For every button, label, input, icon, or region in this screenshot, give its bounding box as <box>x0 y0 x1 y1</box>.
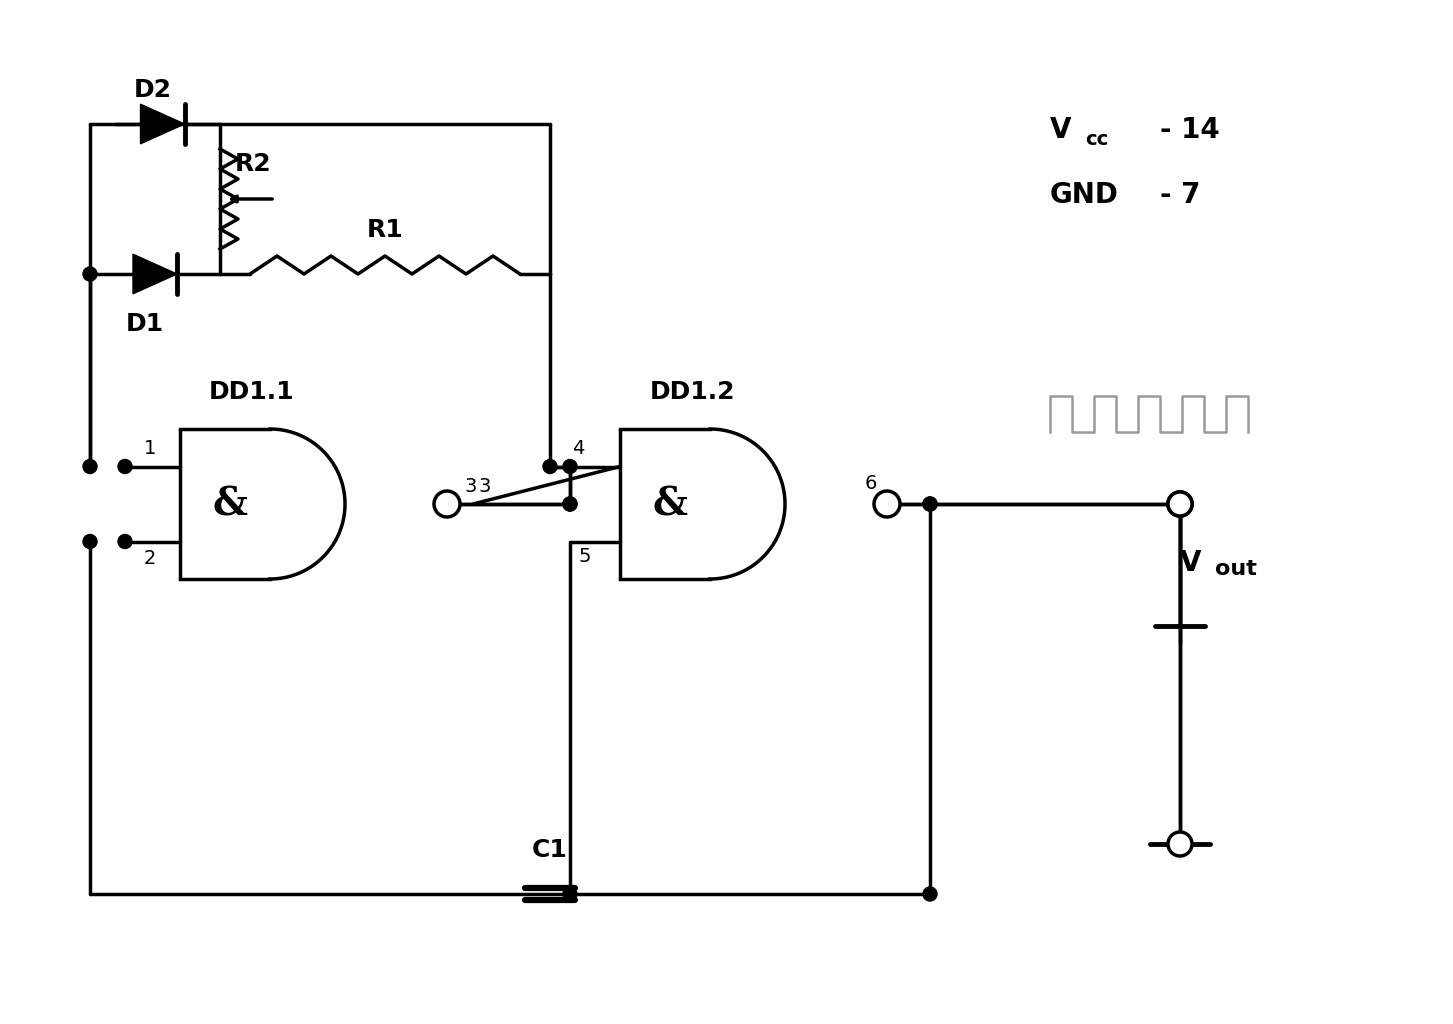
Text: DD1.2: DD1.2 <box>649 380 735 404</box>
Circle shape <box>83 267 97 281</box>
Text: cc: cc <box>1085 130 1109 150</box>
Text: R2: R2 <box>235 152 272 176</box>
Circle shape <box>1168 492 1191 516</box>
Circle shape <box>118 535 132 549</box>
Circle shape <box>875 490 899 517</box>
Circle shape <box>434 490 461 517</box>
Text: 3: 3 <box>478 477 490 496</box>
Circle shape <box>923 497 937 511</box>
Circle shape <box>923 887 937 901</box>
Text: V: V <box>1180 549 1202 577</box>
Circle shape <box>83 460 97 473</box>
Text: D2: D2 <box>134 78 171 102</box>
Text: 2: 2 <box>144 549 155 567</box>
Circle shape <box>543 460 556 473</box>
Text: - 7: - 7 <box>1159 181 1200 209</box>
Text: &: & <box>652 485 687 523</box>
Text: GND: GND <box>1051 181 1119 209</box>
Circle shape <box>923 497 937 511</box>
Circle shape <box>1168 831 1191 856</box>
Text: R1: R1 <box>366 218 404 242</box>
Circle shape <box>1168 492 1191 516</box>
Circle shape <box>562 887 577 901</box>
Circle shape <box>562 497 577 511</box>
Text: 6: 6 <box>865 474 878 493</box>
Polygon shape <box>134 254 177 294</box>
Circle shape <box>562 460 577 473</box>
Text: out: out <box>1215 559 1257 579</box>
Text: &: & <box>214 485 248 523</box>
Text: 5: 5 <box>578 547 591 565</box>
Text: DD1.1: DD1.1 <box>209 380 295 404</box>
Circle shape <box>83 535 97 549</box>
Text: 3: 3 <box>465 477 478 496</box>
Text: D1: D1 <box>126 312 164 336</box>
Text: 1: 1 <box>144 439 155 459</box>
Text: - 14: - 14 <box>1159 116 1219 144</box>
Text: 4: 4 <box>572 439 584 459</box>
Text: C1: C1 <box>532 838 568 862</box>
Circle shape <box>562 497 577 511</box>
Circle shape <box>118 460 132 473</box>
Circle shape <box>1168 492 1191 516</box>
Polygon shape <box>141 104 185 143</box>
Text: V: V <box>1051 116 1071 144</box>
